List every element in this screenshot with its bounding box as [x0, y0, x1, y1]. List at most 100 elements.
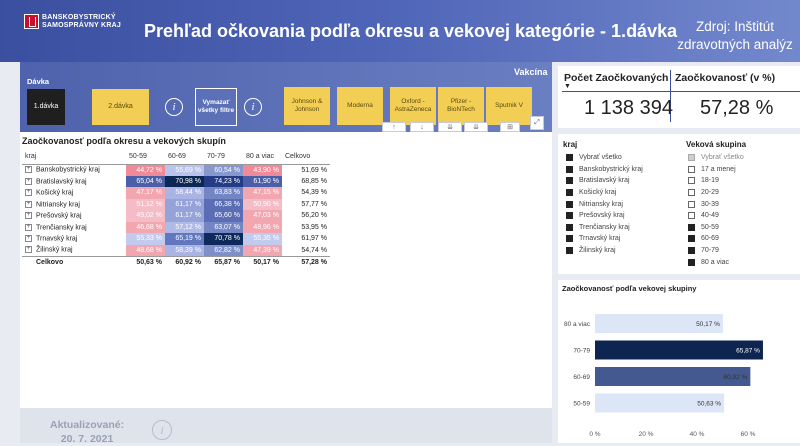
checkbox-icon[interactable]: [688, 154, 695, 162]
matrix-cell[interactable]: 61,17 %: [165, 210, 204, 222]
slicer-item[interactable]: 30-39: [688, 198, 744, 210]
matrix-cell[interactable]: 47,15 %: [243, 187, 282, 199]
matrix-cell[interactable]: 55,33 %: [126, 233, 165, 245]
matrix-cell[interactable]: 46,68 %: [126, 221, 165, 233]
checkbox-icon[interactable]: [688, 247, 695, 255]
matrix-cell[interactable]: 70,98 %: [165, 175, 204, 187]
matrix-cell[interactable]: 61,90 %: [243, 175, 282, 187]
info-icon[interactable]: i: [152, 420, 172, 440]
matrix-cell[interactable]: 44,72 %: [126, 164, 165, 176]
dose-button-2[interactable]: 2.dávka: [92, 89, 149, 125]
table-row[interactable]: + Nitriansky kraj 51,12 % 61,17 % 66,38 % 50,…: [22, 198, 330, 210]
table-row[interactable]: + Bratislavský kraj 65,04 % 70,98 % 74,23 % 6…: [22, 175, 330, 187]
slicer-item[interactable]: 80 a viac: [688, 256, 744, 268]
bar[interactable]: [595, 393, 725, 413]
checkbox-icon[interactable]: [688, 223, 695, 231]
matrix-cell[interactable]: 47,17 %: [126, 187, 165, 199]
col-header-80-viac[interactable]: 80 a viac: [243, 150, 282, 165]
matrix-cell[interactable]: 74,23 %: [204, 175, 243, 187]
expand-icon[interactable]: +: [25, 189, 32, 197]
expand-all-icon[interactable]: ⇊: [438, 122, 462, 132]
slicer-item[interactable]: 20-29: [688, 187, 744, 199]
matrix-cell[interactable]: 65,60 %: [204, 210, 243, 222]
table-row[interactable]: + Banskobystrický kraj 44,72 % 55,69 % 60,54…: [22, 164, 330, 176]
bar[interactable]: [595, 340, 763, 360]
slicer-item[interactable]: Vybrať všetko: [688, 152, 744, 164]
checkbox-icon[interactable]: [688, 212, 695, 220]
col-header-celkovo[interactable]: Celkovo: [282, 150, 330, 165]
checkbox-icon[interactable]: [566, 247, 573, 255]
slicer-item[interactable]: Vybrať všetko: [566, 152, 643, 164]
slicer-item[interactable]: Prešovský kraj: [566, 210, 643, 222]
focus-mode-icon[interactable]: ⤢: [530, 116, 544, 130]
matrix-cell[interactable]: 61,17 %: [165, 198, 204, 210]
table-row[interactable]: + Žilinský kraj 48,68 % 58,39 % 62,82 % 47,39…: [22, 244, 330, 256]
checkbox-icon[interactable]: [566, 177, 573, 185]
col-header-60-69[interactable]: 60-69: [165, 150, 204, 165]
checkbox-icon[interactable]: [688, 165, 695, 173]
checkbox-icon[interactable]: [566, 212, 573, 220]
info-icon[interactable]: i: [165, 98, 183, 116]
expand-icon[interactable]: +: [25, 200, 32, 208]
slicer-item[interactable]: 18-19: [688, 175, 744, 187]
expand-icon[interactable]: +: [25, 223, 32, 231]
matrix-cell[interactable]: 47,03 %: [243, 210, 282, 222]
vaccine-chip-astrazeneca[interactable]: Oxford - AstraZeneca: [390, 87, 436, 125]
bar[interactable]: [595, 314, 723, 333]
col-header-50-59[interactable]: 50-59: [126, 150, 165, 165]
checkbox-icon[interactable]: [688, 258, 695, 266]
matrix-cell[interactable]: 70,78 %: [204, 233, 243, 245]
table-row[interactable]: + Trenčiansky kraj 46,68 % 57,12 % 63,07 % 48…: [22, 221, 330, 233]
dose-button-1[interactable]: 1.dávka: [27, 89, 65, 125]
drill-down-icon[interactable]: ↓: [410, 122, 434, 132]
table-row[interactable]: + Prešovský kraj 49,02 % 61,17 % 65,60 % 47,0…: [22, 210, 330, 222]
matrix-cell[interactable]: 47,39 %: [243, 244, 282, 256]
matrix-cell[interactable]: 62,82 %: [204, 244, 243, 256]
slicer-item[interactable]: Košický kraj: [566, 187, 643, 199]
col-header-70-79[interactable]: 70-79: [204, 150, 243, 165]
vaccine-chip-pfizer[interactable]: Pfizer - BioNTech: [438, 87, 484, 125]
matrix-cell[interactable]: 63,07 %: [204, 221, 243, 233]
checkbox-icon[interactable]: [688, 200, 695, 208]
matrix-cell[interactable]: 58,44 %: [165, 187, 204, 199]
slicer-item[interactable]: 60-69: [688, 233, 744, 245]
checkbox-icon[interactable]: [688, 189, 695, 197]
matrix-cell[interactable]: 66,38 %: [204, 198, 243, 210]
expand-icon[interactable]: +: [25, 212, 32, 220]
checkbox-icon[interactable]: [688, 177, 695, 185]
matrix-cell[interactable]: 57,12 %: [165, 221, 204, 233]
vaccine-chip-moderna[interactable]: Moderna: [337, 87, 383, 125]
info-icon[interactable]: i: [244, 98, 262, 116]
checkbox-icon[interactable]: [566, 165, 573, 173]
filter-icon[interactable]: ⊞: [500, 122, 520, 132]
checkbox-icon[interactable]: [688, 235, 695, 243]
matrix-cell[interactable]: 55,69 %: [165, 164, 204, 176]
matrix-cell[interactable]: 65,04 %: [126, 175, 165, 187]
slicer-item[interactable]: 50-59: [688, 222, 744, 234]
matrix-cell[interactable]: 48,96 %: [243, 221, 282, 233]
checkbox-icon[interactable]: [566, 223, 573, 231]
checkbox-icon[interactable]: [566, 189, 573, 197]
sort-desc-icon[interactable]: ▼: [564, 83, 571, 90]
expand-next-icon[interactable]: ⇊: [464, 122, 488, 132]
table-row[interactable]: + Košický kraj 47,17 % 58,44 % 63,83 % 47,15 …: [22, 187, 330, 199]
matrix-cell[interactable]: 49,02 %: [126, 210, 165, 222]
expand-icon[interactable]: +: [25, 235, 32, 243]
expand-icon[interactable]: +: [25, 246, 32, 254]
slicer-item[interactable]: Trnavský kraj: [566, 233, 643, 245]
slicer-item[interactable]: Bratislavský kraj: [566, 175, 643, 187]
matrix-cell[interactable]: 60,54 %: [204, 164, 243, 176]
matrix-cell[interactable]: 55,35 %: [243, 233, 282, 245]
vaccine-chip-jj[interactable]: Johnson & Johnson: [284, 87, 330, 125]
checkbox-icon[interactable]: [566, 154, 573, 162]
slicer-item[interactable]: Nitriansky kraj: [566, 198, 643, 210]
matrix-cell[interactable]: 58,39 %: [165, 244, 204, 256]
checkbox-icon[interactable]: [566, 200, 573, 208]
slicer-item[interactable]: 17 a menej: [688, 164, 744, 176]
expand-icon[interactable]: +: [25, 166, 32, 174]
slicer-item[interactable]: Trenčiansky kraj: [566, 222, 643, 234]
kpi-rate-label[interactable]: Zaočkovanosť (v %): [675, 72, 776, 84]
slicer-item[interactable]: Banskobystrický kraj: [566, 164, 643, 176]
matrix-cell[interactable]: 48,68 %: [126, 244, 165, 256]
matrix-cell[interactable]: 63,83 %: [204, 187, 243, 199]
